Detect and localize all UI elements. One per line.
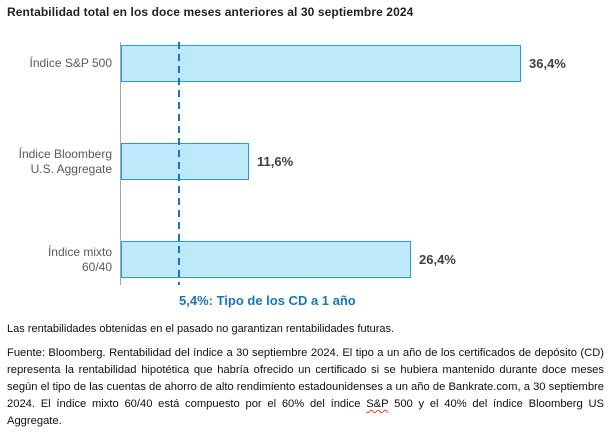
y-axis-line [120,42,121,285]
bar-row-bloomberg-aggregate: Índice Bloomberg U.S. Aggregate 11,6% [0,143,610,180]
bar-row-sp500: Índice S&P 500 36,4% [0,45,610,82]
bar-chart: Índice S&P 500 36,4% Índice Bloomberg U.S… [0,42,610,308]
bar-mixed-60-40 [121,241,411,278]
value-label: 36,4% [529,56,566,71]
source-text-before: Fuente: Bloomberg. Rentabilidad del índi… [7,347,604,410]
cd-rate-reference-label: 5,4%: Tipo de los CD a 1 año [179,293,356,308]
value-label: 26,4% [419,252,456,267]
value-label: 11,6% [257,154,294,169]
source-footnote: Fuente: Bloomberg. Rentabilidad del índi… [7,345,604,430]
category-label: Índice mixto 60/40 [47,244,112,274]
source-text-after: 500 y el 40% del índice Bloomberg US Agg… [7,398,604,427]
bar-sp500 [121,45,521,82]
chart-title: Rentabilidad total en los doce meses ant… [7,5,414,19]
category-label: Índice Bloomberg U.S. Aggregate [18,146,112,176]
category-label: Índice S&P 500 [29,56,112,70]
cd-rate-reference-dashed-line [178,42,180,285]
bar-bloomberg-aggregate [121,143,249,180]
past-performance-disclaimer: Las rentabilidades obtenidas en el pasad… [7,323,395,335]
bar-row-mixed-60-40: Índice mixto 60/40 26,4% [0,241,610,278]
spellcheck-underlined-word: S&P [366,398,389,410]
